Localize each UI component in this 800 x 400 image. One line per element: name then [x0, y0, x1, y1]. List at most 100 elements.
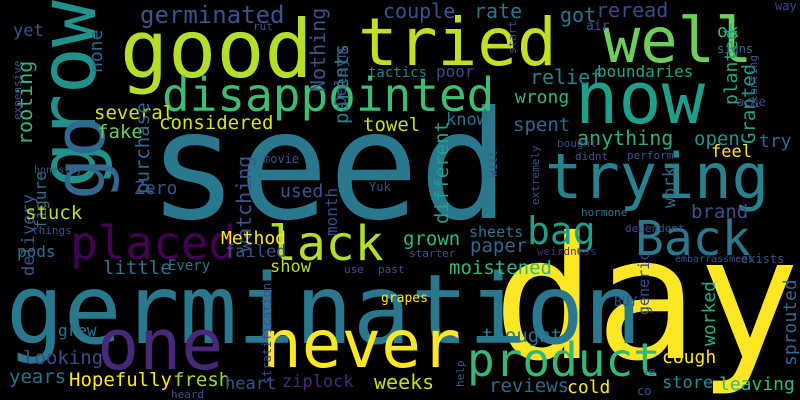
word-towel: towel [363, 114, 421, 136]
word-got: got [560, 3, 597, 27]
word-will: Will [487, 150, 500, 178]
word-different: different [431, 121, 453, 224]
word-little: little [103, 257, 172, 279]
word-sheets: sheets [469, 223, 524, 241]
word-germinated: germinated [140, 1, 285, 29]
word-bought: bought [557, 137, 597, 150]
word-past: past [378, 263, 405, 276]
word-back: Back [635, 211, 751, 267]
word-start: start [506, 20, 519, 54]
word-rate: rate [474, 0, 523, 23]
word-looking: looking [23, 347, 104, 369]
word-never: never [262, 306, 461, 383]
word-expensive: expensive [11, 60, 24, 120]
word-stuck: stuck [25, 202, 83, 224]
word-ok: ok [717, 21, 739, 42]
word-grapes: grapes [381, 291, 428, 306]
word-co: co [637, 384, 652, 398]
word-sprouted: sprouted [780, 279, 800, 366]
word-well: well [603, 4, 753, 77]
word-embarrassment: embarrassment [675, 254, 754, 265]
word-nothing: Nothing [306, 7, 330, 92]
word-product: product [467, 333, 661, 387]
word-weirdness: weirdness [537, 245, 597, 258]
word-years: years [9, 366, 67, 388]
word-day: day [492, 201, 800, 399]
word-none: none [86, 29, 107, 73]
word-perform: perform [627, 149, 674, 162]
word-know: know [446, 110, 487, 130]
word-boundaries: boundaries [597, 62, 694, 81]
word-zero: Zero [134, 178, 178, 199]
word-paper: paper [470, 235, 528, 257]
word-hormone: hormone [581, 206, 628, 219]
word-disappointed: disappointed [162, 68, 495, 122]
word-grew: grew [58, 321, 97, 340]
word-relief: relief [530, 65, 603, 89]
word-ache: ache [737, 95, 766, 109]
word-buy: BUY [614, 295, 638, 310]
word-reviews: reviews [489, 375, 570, 397]
word-heard: heard [171, 388, 205, 400]
word-wrong: wrong [515, 87, 570, 108]
word-thought: thought [482, 325, 563, 347]
word-open: open [694, 128, 740, 150]
word-trying: trying [545, 140, 769, 213]
word-air: air [586, 19, 610, 34]
word-starter: starter [409, 247, 456, 260]
word-didnt: didnt [575, 150, 609, 163]
word-things: things [32, 224, 72, 237]
word-failed: failed [225, 242, 287, 262]
word-seed: seed [148, 80, 510, 254]
word-anything: anything [577, 126, 674, 150]
word-show: show [270, 257, 311, 277]
word-grown: grown [403, 228, 461, 250]
word-spent: spent [513, 114, 571, 136]
word-used: used [280, 181, 324, 202]
word-brand: brand [691, 201, 749, 223]
word-placed: placed [70, 216, 237, 270]
word-every: Every [168, 258, 211, 274]
word-honestly: honestly [34, 165, 83, 176]
word-generic: generic [635, 251, 653, 315]
word-try: try [759, 131, 792, 152]
word-hopefully: Hopefully [69, 369, 172, 391]
word-month: month [322, 187, 341, 236]
word-moistened: moistened [449, 257, 552, 279]
word-tactics: tactics [368, 65, 428, 81]
word-heart: heart [225, 374, 277, 394]
word-couple: couple [383, 0, 456, 23]
word-feel: feel [711, 142, 752, 162]
word-tried: tried [358, 4, 557, 81]
word-signs: signs [717, 42, 754, 56]
word-now: now [575, 56, 706, 140]
word-poor: poor [436, 62, 475, 81]
word-stratification: stratification [260, 282, 274, 384]
word-method: Method [221, 228, 287, 249]
word-use: use [344, 263, 364, 276]
word-weeks: weeks [374, 370, 435, 394]
word-good: good [120, 3, 313, 96]
word-considered: considered [159, 112, 274, 134]
word-way: way [775, 0, 797, 13]
word-germination: germination [6, 254, 642, 366]
word-several: several [94, 102, 175, 124]
word-work: work [660, 167, 680, 208]
word-fake: fake [97, 121, 143, 143]
word-fresh: fresh [173, 369, 231, 391]
word-movie: movie [263, 152, 300, 166]
word-bag: bag [527, 209, 596, 253]
word-lack: lack [268, 216, 384, 272]
word-help: help [454, 360, 467, 388]
word-rut: rut [253, 20, 273, 33]
word-store: store [662, 373, 714, 393]
word-dependent: dependent [625, 222, 685, 235]
word-one: one [97, 304, 224, 386]
word-worked: worked [699, 280, 720, 346]
word-ziplock: ziplock [282, 372, 354, 392]
word-exists: exists [741, 252, 785, 266]
word-leaving: leaving [719, 374, 795, 395]
word-reread: reread [596, 0, 669, 22]
word-cough: cough [662, 347, 717, 368]
word-ve: ve [642, 365, 656, 378]
